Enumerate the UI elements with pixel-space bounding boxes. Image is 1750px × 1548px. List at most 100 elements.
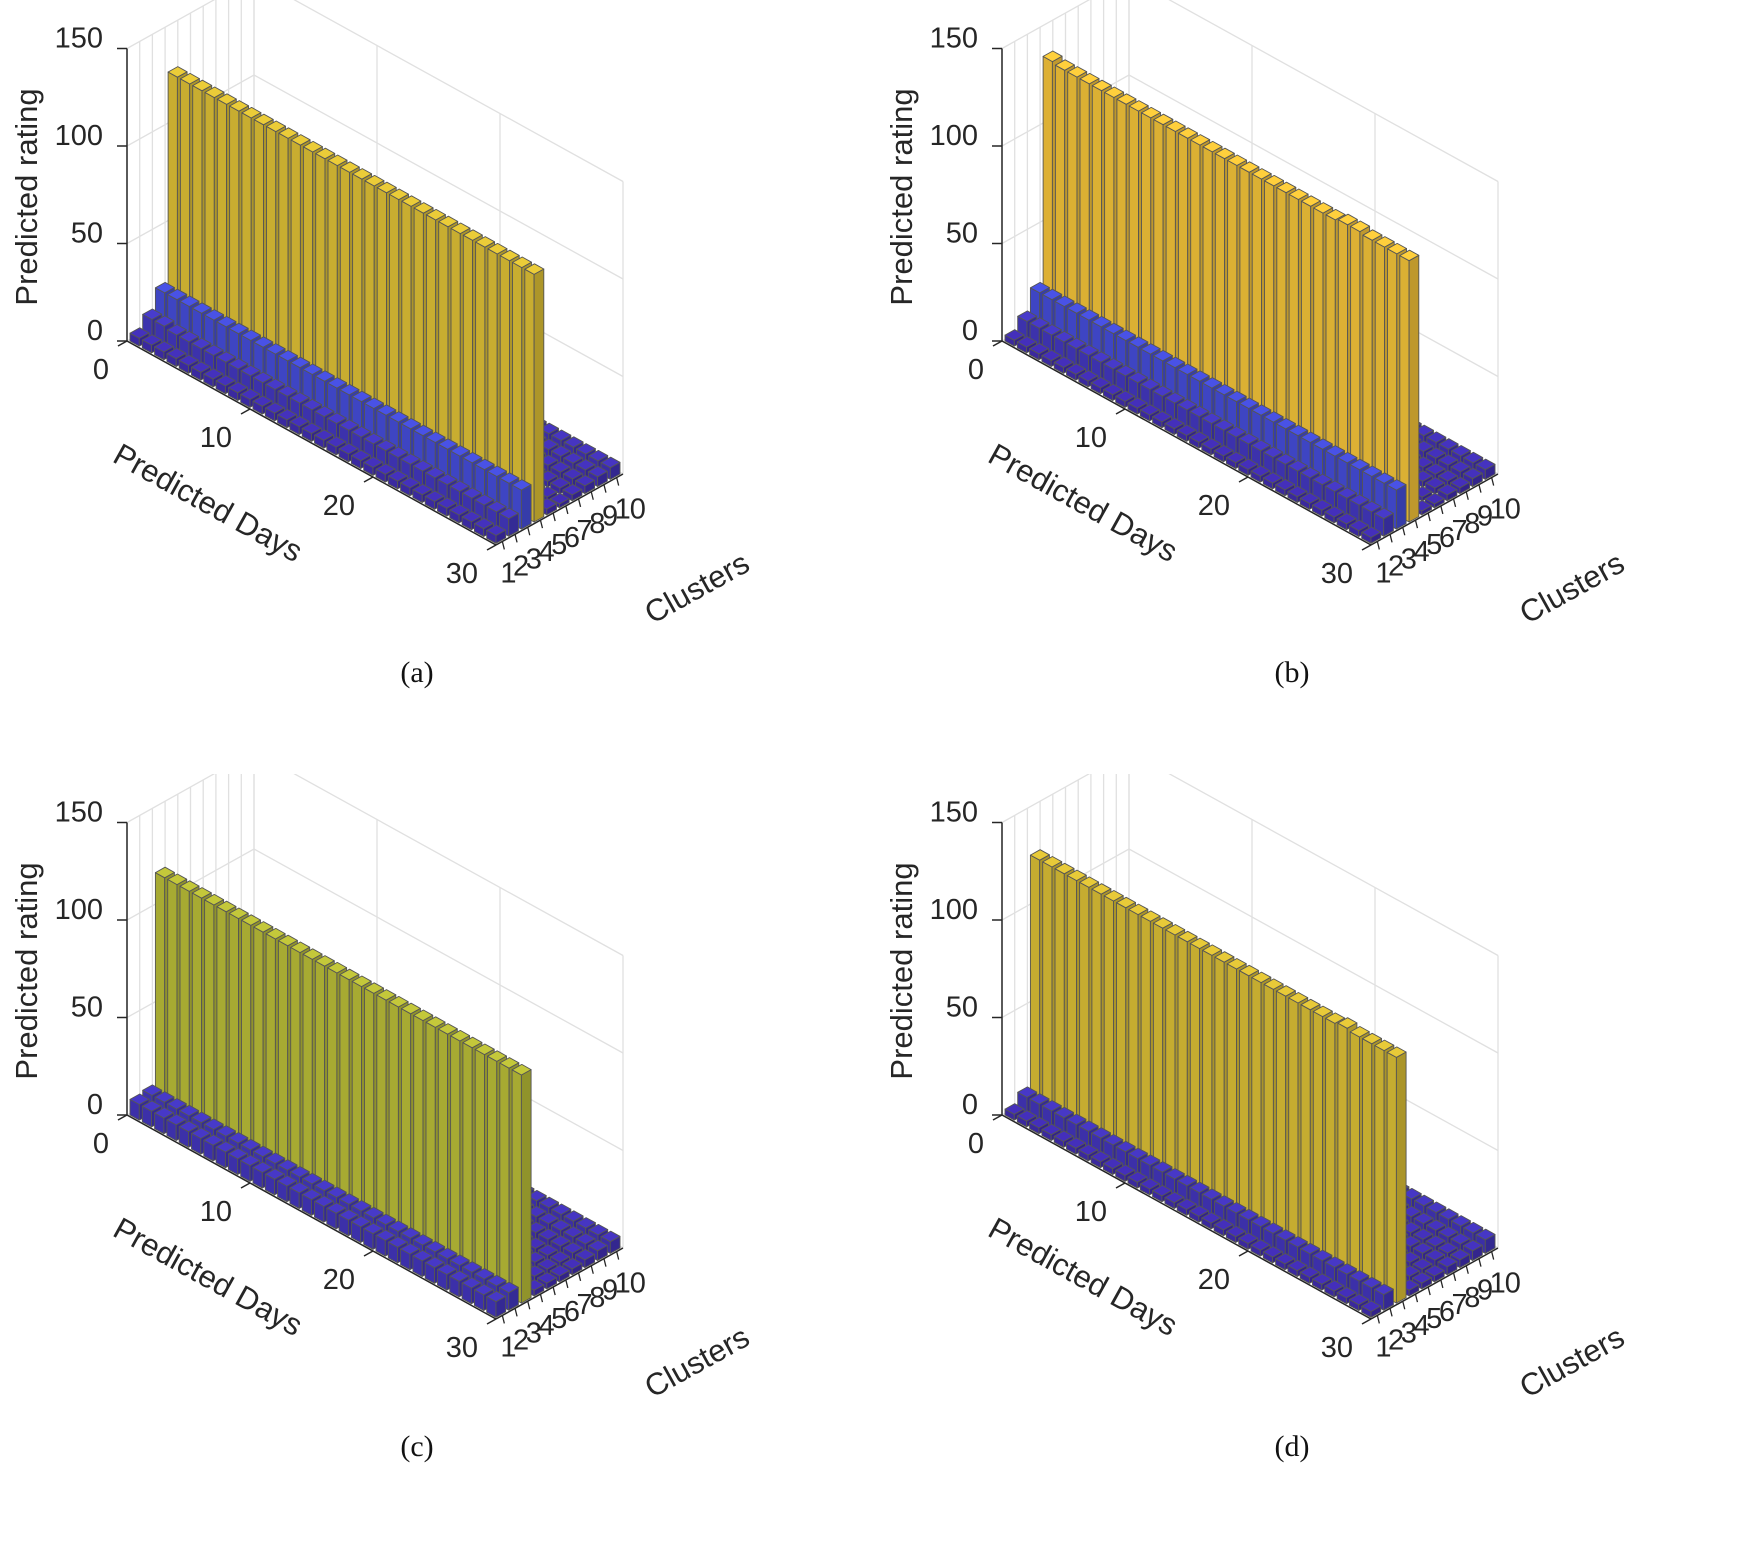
y-tick-mark [590,1265,594,1274]
y-tick-mark [1389,1308,1393,1317]
y-axis-line [495,1247,624,1320]
y-tick-label: 1 [500,557,515,589]
x-tick-label: 30 [446,1332,478,1364]
bar-cluster-1-day-11 [1127,1171,1148,1189]
y-axis-label: Clusters [1514,545,1630,631]
y-tick-label: 9 [1477,501,1492,533]
y-axis-line [1370,1247,1499,1320]
bar-cluster-1-day-26 [1312,499,1332,517]
bar-cluster-1-day-4 [1041,349,1062,367]
y-tick-mark [1414,1293,1419,1303]
bar-cluster-2-day-30 [1373,507,1394,537]
y-tick-label: 2 [1388,1324,1403,1356]
axes [126,822,624,1320]
bar-cluster-9-day-30 [1462,1239,1483,1261]
bar-cluster-1-day-24 [1287,485,1308,503]
bar-cluster-1-day-13 [1152,1184,1173,1203]
z-tick-label: 0 [962,315,978,347]
z-tick-label: 0 [87,1089,103,1121]
z-tick-label: 0 [87,315,103,347]
bar-cluster-8-day-27 [538,1228,559,1248]
panel-caption: (a) [400,656,433,689]
y-tick-label: 4 [538,536,554,568]
x-tick-label: 0 [93,1128,109,1160]
y-tick-mark [1389,534,1393,543]
y-tick-mark [603,484,607,493]
bar-cluster-1-day-12 [264,402,285,422]
y-tick-label: 1 [500,1331,515,1363]
bar-cluster-1-day-19 [1225,1225,1246,1243]
axes [126,48,624,546]
y-tick-mark [1452,498,1457,508]
y-tick-label: 5 [551,529,566,561]
y-tick-label: 4 [1413,1310,1429,1342]
y-tick-mark [1452,1272,1457,1282]
bar-cluster-1-day-24 [1287,1259,1308,1277]
z-tick-label: 150 [930,797,978,829]
y-axis-label: Clusters [639,545,755,631]
y-tick-mark [565,505,569,515]
x-tick-mark [1238,476,1249,483]
x-axis-label: Predicted Days [108,1211,309,1344]
x-axis-line [1001,1114,1372,1320]
y-tick-label: 3 [526,1317,541,1349]
bar-cluster-1-day-8 [1090,1150,1111,1169]
y-tick-mark [1491,477,1495,486]
y-tick-label: 2 [513,1324,528,1356]
axes [1001,48,1499,546]
y-tick-label: 8 [1464,1282,1479,1314]
x-tick-label: 10 [1075,422,1107,454]
x-tick-label: 20 [323,1264,355,1296]
y-tick-label: 2 [1388,550,1403,582]
y-tick-label: 6 [1439,1296,1454,1328]
y-tick-label: 9 [602,1275,617,1307]
y-tick-mark [1478,1258,1482,1267]
z-axis-label: Predicted rating [884,88,919,305]
bar-cluster-3-day-30 [511,1063,532,1304]
y-tick-mark [616,1251,620,1260]
y-tick-label: 6 [564,522,579,554]
y-tick-label: 1 [1375,557,1390,589]
panel-caption: (b) [1275,656,1310,689]
x-tick-mark [1361,1318,1372,1325]
x-tick-label: 10 [200,422,232,454]
bar-cluster-7-day-30 [1437,1255,1458,1276]
x-axis-line [1001,340,1372,546]
x-tick-mark [1361,544,1372,551]
y-tick-mark [552,512,556,522]
x-axis-line [126,1114,497,1320]
y-tick-mark [577,498,582,508]
x-tick-label: 0 [968,354,984,386]
y-tick-label: 6 [1439,522,1454,554]
y-tick-mark [603,1258,607,1267]
x-tick-label: 30 [1321,558,1353,590]
bar-cluster-1-day-19 [350,1215,371,1243]
x-tick-mark [486,1318,497,1325]
y-tick-mark [577,1272,582,1282]
bar-cluster-1-day-21 [375,463,396,483]
x-tick-label: 20 [1198,1264,1230,1296]
bars [1004,849,1496,1318]
chart-panel-a: 0 50 100 150 0 10 20 30 1 2 3 4 5 6 7 8 9 10 Predicted rat… [0,0,875,774]
y-tick-mark [539,1293,544,1303]
axes [1001,822,1499,1320]
x-axis-label: Predicted Days [983,437,1184,570]
x-tick-mark [363,476,374,483]
z-tick-label: 150 [55,23,103,55]
y-tick-mark [1427,1286,1431,1296]
z-tick-label: 100 [55,894,103,926]
x-axis-label: Predicted Days [983,1211,1184,1344]
y-tick-mark [1414,519,1419,529]
y-axis-line [1370,473,1499,546]
y-tick-label: 4 [1413,536,1429,568]
x-tick-label: 10 [200,1196,232,1228]
y-tick-mark [527,527,531,536]
bar-cluster-1-day-19 [1225,451,1246,469]
y-tick-label: 10 [1490,494,1520,526]
bar-cluster-1-day-30 [486,524,507,544]
bar-cluster-1-day-29 [1348,1293,1369,1311]
x-tick-mark [486,544,497,551]
y-axis-line [495,473,624,546]
